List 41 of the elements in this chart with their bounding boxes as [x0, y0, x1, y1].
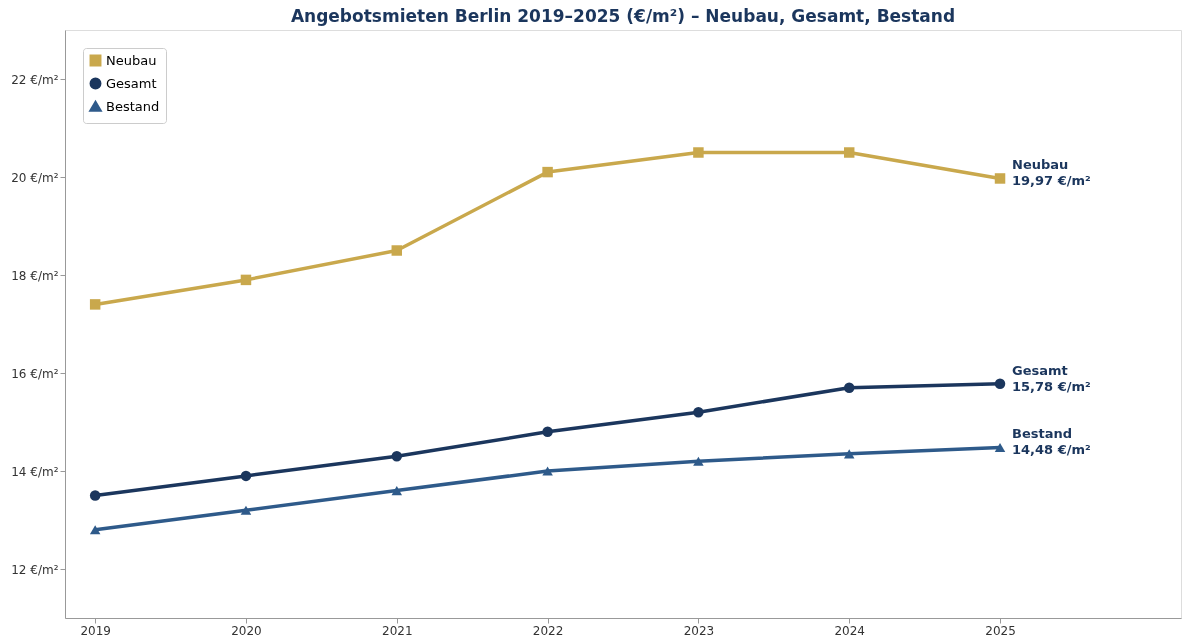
point — [89, 490, 101, 501]
point — [89, 299, 101, 310]
x-tick-label: 2024 — [834, 623, 865, 638]
point — [89, 525, 101, 535]
x-tick-label: 2025 — [985, 623, 1016, 638]
x-tick-label: 2022 — [532, 623, 564, 638]
point — [542, 466, 553, 476]
point — [994, 378, 1006, 390]
y-tick-label: 22 €/m² — [11, 72, 59, 87]
x-tick-label: 2019 — [80, 623, 111, 638]
point — [843, 382, 855, 393]
annotation: Gesamt 15,78 €/m² — [1012, 362, 1091, 394]
y-tick-label: 20 €/m² — [11, 170, 59, 185]
legend-label: Neubau — [106, 52, 157, 68]
x-tick-label: 2023 — [683, 623, 715, 638]
y-tick-label: 18 €/m² — [11, 268, 59, 283]
y-tick-label: 16 €/m² — [11, 366, 59, 381]
point — [240, 274, 252, 286]
point — [240, 505, 252, 515]
point — [693, 456, 704, 466]
point — [542, 426, 553, 438]
x-tick-label: 2020 — [231, 623, 262, 638]
point — [391, 245, 403, 256]
legend-label: Gesamt — [106, 75, 157, 91]
point — [994, 442, 1006, 453]
annotation: Bestand 14,48 €/m² — [1012, 426, 1091, 458]
x-tick-label: 2021 — [382, 623, 413, 638]
point — [843, 147, 855, 158]
y-tick-label: 12 €/m² — [11, 562, 59, 577]
point — [542, 166, 553, 178]
point — [843, 449, 855, 459]
point — [693, 406, 704, 418]
point — [391, 451, 403, 462]
point — [240, 470, 252, 482]
annotation: Neubau 19,97 €/m² — [1012, 157, 1091, 189]
point — [994, 173, 1006, 184]
y-tick-label: 14 €/m² — [11, 464, 59, 479]
point — [391, 486, 403, 496]
point — [693, 147, 704, 158]
legend-label: Bestand — [106, 98, 160, 114]
chart-title: Angebotsmieten Berlin 2019–2025 (€/m²) – Neubau, Gesamt, Bestand — [290, 6, 956, 26]
